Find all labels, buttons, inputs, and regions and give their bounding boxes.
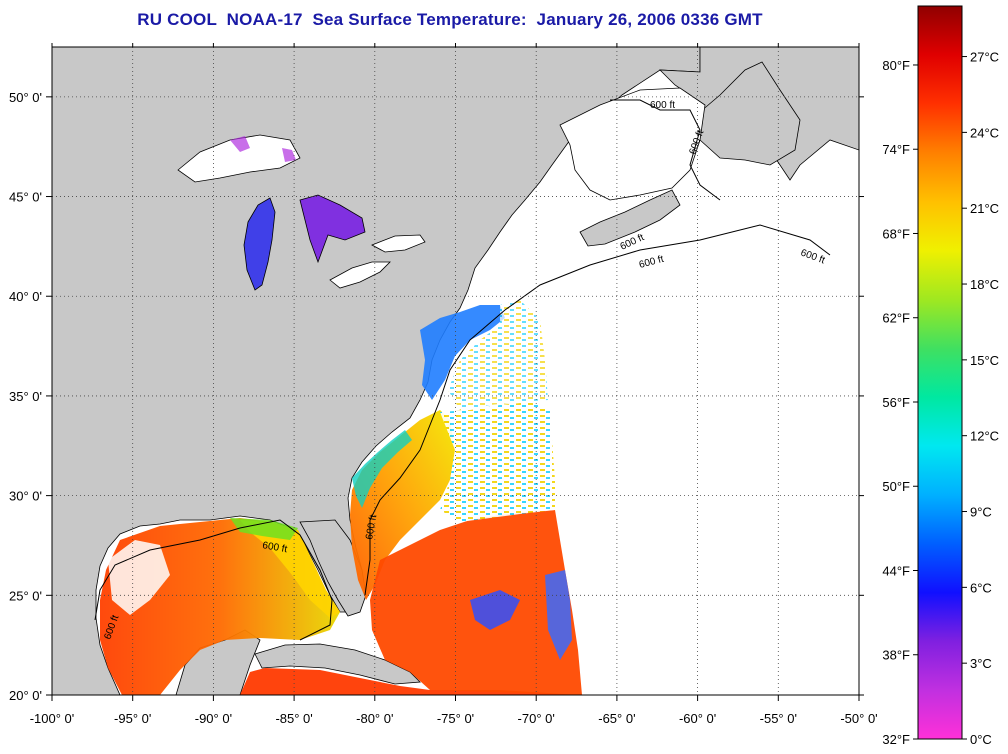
- lon-tick-label: -50° 0': [840, 711, 877, 726]
- colorbar-label-f: 50°F: [882, 479, 910, 494]
- lon-tick-label: -65° 0': [598, 711, 635, 726]
- colorbar-label-c: 3°C: [970, 656, 992, 671]
- colorbar-label-c: 6°C: [970, 580, 992, 595]
- colorbar-label-c: 9°C: [970, 505, 992, 520]
- sst-lake-michigan: [243, 197, 276, 291]
- lat-tick-label: 40° 0': [9, 289, 42, 304]
- lat-tick-label: 20° 0': [9, 688, 42, 703]
- lon-tick-label: -85° 0': [275, 711, 312, 726]
- colorbar-label-f: 44°F: [882, 563, 910, 578]
- sst-clouds-gulf: [108, 540, 170, 615]
- graticule: [46, 43, 864, 701]
- colorbar-label-f: 32°F: [882, 732, 910, 747]
- colorbar-label-f: 68°F: [882, 226, 910, 241]
- sst-atlantic-clouds: [440, 402, 555, 522]
- colorbar-label-f: 56°F: [882, 395, 910, 410]
- sst-lake-superior: [177, 134, 301, 183]
- land-north-america: [52, 47, 701, 695]
- isobath-atlantic: [364, 224, 831, 596]
- lon-tick-label: -55° 0': [760, 711, 797, 726]
- colorbar-label-c: 27°C: [970, 50, 999, 65]
- sst-north-atlantic-clouds: [448, 300, 548, 410]
- land-florida: [299, 519, 367, 617]
- colorbar-labels: 27°C 24°C 21°C 18°C 15°C 12°C 9°C 6°C 3°C 0°C 80°F…: [882, 50, 999, 747]
- sst-gulf-shelf: [240, 520, 340, 618]
- map-border: [51, 46, 860, 696]
- isobath-label-6: 600 ft: [650, 100, 675, 111]
- colorbar-label-c: 24°C: [970, 125, 999, 140]
- lon-tick-label: -60° 0': [679, 711, 716, 726]
- sst-gulf-north-coast: [230, 518, 298, 540]
- lat-tick-label: 30° 0': [9, 489, 42, 504]
- colorbar-label-f: 80°F: [882, 58, 910, 73]
- land-cuba: [254, 643, 421, 685]
- lon-tick-label: -95° 0': [114, 711, 151, 726]
- colorbar-label-c: 15°C: [970, 353, 999, 368]
- lat-tick-label: 25° 0': [9, 588, 42, 603]
- lon-tick-label: -90° 0': [195, 711, 232, 726]
- axis-labels: -100° 0' -95° 0' -90° 0' -85° 0' -80° 0' -75°…: [9, 90, 878, 726]
- lon-tick-label: -80° 0': [356, 711, 393, 726]
- colorbar-label-f: 74°F: [882, 142, 910, 157]
- isobath-label-2: 600 ft: [261, 540, 288, 555]
- sst-lake-huron: [299, 194, 366, 264]
- colorbar-label-c: 18°C: [970, 277, 999, 292]
- gulf-of-st-lawrence: [559, 87, 706, 201]
- colorbar-label-f: 62°F: [882, 311, 910, 326]
- lat-tick-label: 50° 0': [9, 90, 42, 105]
- isobath-gulf: [94, 519, 333, 641]
- isobath-st-lawrence: [610, 99, 721, 201]
- figure-title: RU COOL NOAA-17 Sea Surface Temperature:…: [137, 10, 763, 29]
- isobath-label-3: 600 ft: [364, 514, 379, 541]
- colorbar-label-c: 21°C: [970, 201, 999, 216]
- land-newfoundland: [699, 61, 801, 166]
- map-layers: 600 ft 600 ft 600 ft 600 ft 600 ft 600 f…: [52, 47, 859, 695]
- colorbar-label-c: 0°C: [970, 732, 992, 747]
- lon-tick-label: -100° 0': [30, 711, 75, 726]
- sst-lake-superior-ice: [230, 136, 296, 162]
- sst-shelf-teal: [352, 430, 412, 508]
- sst-caribbean: [240, 668, 580, 695]
- lon-tick-label: -70° 0': [518, 711, 555, 726]
- lat-tick-label: 45° 0': [9, 190, 42, 205]
- sst-lake-ontario: [371, 234, 426, 253]
- colorbar-label-c: 12°C: [970, 429, 999, 444]
- lon-tick-label: -75° 0': [437, 711, 474, 726]
- sst-bahamas-blue: [470, 590, 520, 630]
- lat-tick-label: 35° 0': [9, 389, 42, 404]
- colorbar-label-f: 38°F: [882, 648, 910, 663]
- colorbar: [917, 5, 963, 740]
- sst-east-blue: [545, 570, 572, 660]
- sst-lake-erie: [329, 261, 391, 289]
